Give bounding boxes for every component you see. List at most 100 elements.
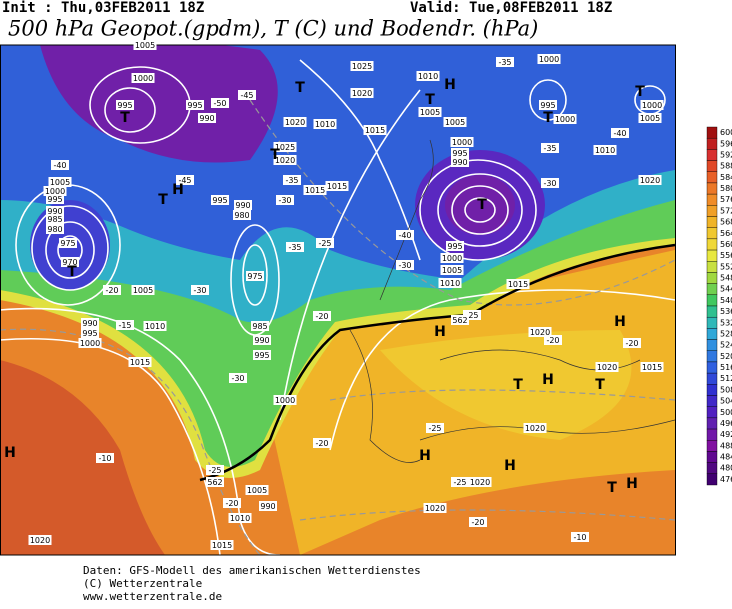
color-scale-swatch [706,451,718,463]
color-scale-label: 508 [720,385,732,394]
map-label: -25 [428,424,441,433]
map-label-box [273,142,297,152]
map-label-box [206,465,224,475]
map-label-box [451,157,469,167]
map-label-box [496,57,514,67]
pressure-center-letter: H [614,314,626,330]
color-scale-label: 500 [720,408,732,417]
map-label: 1000 [555,115,575,124]
color-scale-label: 588 [720,162,732,171]
color-scale-label: 540 [720,296,732,305]
map-label-box [418,107,442,117]
color-scale-label: 544 [720,285,732,294]
color-scale-label: 520 [720,352,732,361]
map-label: -40 [398,231,411,240]
map-label: 990 [199,114,214,123]
map-label-box [246,271,264,281]
map-label-box [313,119,337,129]
map-label-box [253,335,271,345]
map-label: 1000 [275,396,295,405]
map-label-box [528,327,552,337]
map-label-box [506,279,530,289]
map-label: 980 [47,225,62,234]
map-label: 995 [117,101,132,110]
pressure-center-letter: T [513,377,523,393]
map-label: -20 [315,439,328,448]
map-label: 1015 [130,358,150,367]
map-label: 995 [452,149,467,158]
map-label: 1005 [442,266,462,275]
color-scale-label: 476 [720,475,732,484]
color-scale-label: 564 [720,229,732,238]
pressure-center-letter: T [295,80,305,96]
map-label: 990 [47,207,62,216]
map-label: 562 [207,478,222,487]
map-label-box [523,423,547,433]
color-scale-swatch [706,171,718,184]
color-scale-label: 596 [720,139,732,148]
map-label-box [276,195,294,205]
map-label: 990 [260,502,275,511]
color-scale-label: 572 [720,206,732,215]
map-label-box [253,350,271,360]
map-label-box [78,338,102,348]
pressure-center-letter: T [270,147,280,163]
map-label: 985 [47,215,62,224]
map-label-box [211,195,229,205]
map-label: 1005 [133,286,153,295]
map-label: 1020 [30,536,50,545]
color-scale-swatch [706,406,718,419]
pressure-center-letter: T [120,110,130,126]
map-label: 1010 [145,322,165,331]
color-scale-swatch [706,339,718,351]
valid-time: Valid: Tue,08FEB2011 18Z [410,0,612,16]
map-label: -30 [543,179,556,188]
map-label-box [273,155,297,165]
map-label-box [450,137,474,147]
color-scale-swatch [706,294,718,307]
map-label-box [46,224,64,234]
map-label-box [446,241,464,251]
pressure-center-letter: H [4,445,16,461]
map-label: 995 [187,101,202,110]
map-label-box [426,423,444,433]
color-scale-label: 528 [720,329,732,338]
map-label: 1005 [420,108,440,117]
color-scale-swatch [706,216,718,228]
color-scale-swatch [706,473,718,486]
pressure-center-letter: H [419,448,431,464]
map-label-box [229,373,247,383]
map-label: -30 [193,286,206,295]
map-label: 1005 [135,41,155,50]
map-label-box [537,54,561,64]
map-label: 1020 [285,118,305,127]
pressure-center-letter: H [542,372,554,388]
color-scale-swatch [706,261,718,273]
color-scale-label: 592 [720,150,732,159]
pressure-center-letter: H [444,77,456,93]
map-label: -30 [231,374,244,383]
map-label: -45 [240,91,253,100]
map-label-box [396,260,414,270]
map-label-box [96,453,114,463]
map-label-box [116,100,134,110]
map-label-box [131,285,155,295]
color-scale-label: 580 [720,184,732,193]
map-label-box [451,477,469,487]
map-label: 1020 [425,504,445,513]
color-scale-label: 568 [720,218,732,227]
map-label: 995 [540,101,555,110]
map-label: 980 [234,211,249,220]
map-label-box [116,320,134,330]
map-label: 1015 [508,280,528,289]
map-label: -40 [53,161,66,170]
map-label: 1010 [230,514,250,523]
map-label-box [416,71,440,81]
map-label: -25 [465,311,478,320]
map-label-box [595,362,619,372]
color-scale-swatch [706,328,718,340]
map-label: 985 [252,322,267,331]
map-label-box [245,485,269,495]
map-label-box [228,513,252,523]
